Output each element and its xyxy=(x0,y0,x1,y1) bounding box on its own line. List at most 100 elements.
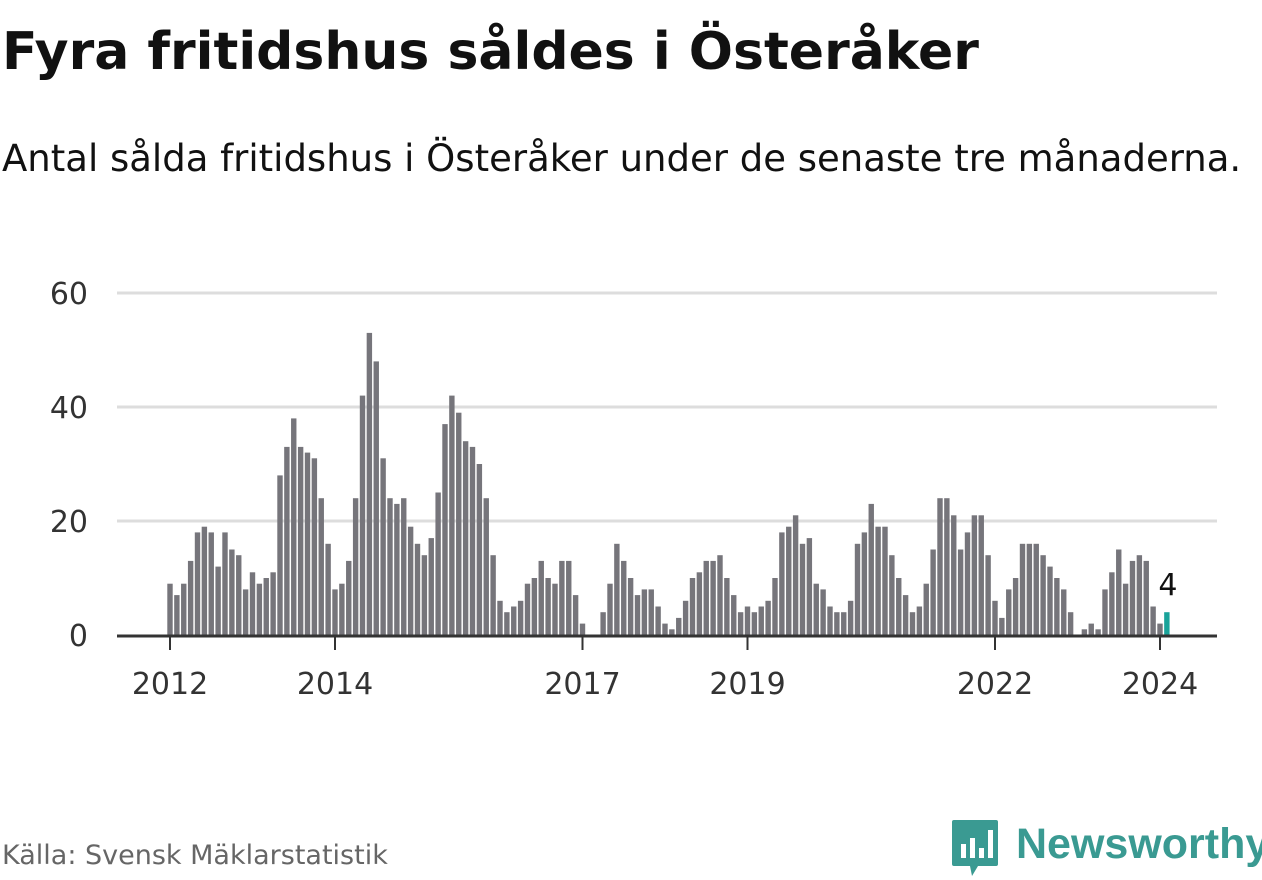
bar xyxy=(676,617,682,635)
bar xyxy=(456,412,462,635)
bar xyxy=(1067,612,1074,635)
bar xyxy=(682,600,689,635)
bar xyxy=(951,515,957,635)
bar xyxy=(937,498,943,635)
bar xyxy=(538,560,544,635)
newsworthy-logo-icon xyxy=(952,820,998,876)
bar xyxy=(242,589,249,635)
bar xyxy=(896,578,902,635)
y-tick-label: 20 xyxy=(50,505,88,540)
x-tick-label: 2012 xyxy=(132,667,208,702)
bar xyxy=(1157,623,1163,635)
bar xyxy=(524,583,531,635)
bar xyxy=(854,543,861,635)
bar xyxy=(339,583,345,635)
bar xyxy=(483,498,489,635)
bar xyxy=(717,555,723,635)
bar xyxy=(868,503,874,635)
bar xyxy=(442,424,448,635)
bar xyxy=(600,612,606,635)
bar xyxy=(346,560,352,635)
bar xyxy=(222,532,228,635)
bar xyxy=(875,526,881,635)
bar xyxy=(187,560,194,635)
bar xyxy=(545,578,551,635)
bar xyxy=(401,498,407,635)
bar xyxy=(916,606,923,635)
bar xyxy=(724,578,730,635)
bar xyxy=(291,418,297,635)
bar xyxy=(689,578,696,635)
bar xyxy=(1019,543,1026,635)
bar xyxy=(799,543,806,635)
bar xyxy=(1061,589,1067,635)
bar xyxy=(621,560,627,635)
bar xyxy=(352,498,359,635)
bar xyxy=(249,572,256,635)
newsworthy-logo[interactable]: Newsworthy xyxy=(950,818,1262,880)
bar xyxy=(559,560,565,635)
x-tick-label: 2014 xyxy=(297,667,373,702)
bar xyxy=(1040,555,1046,635)
bar xyxy=(909,612,916,635)
chart-subtitle: Antal sålda fritidshus i Österåker under… xyxy=(2,137,1242,180)
bar xyxy=(841,612,847,635)
bar xyxy=(181,583,187,635)
bar xyxy=(407,526,414,635)
bar xyxy=(779,532,785,635)
bar xyxy=(634,595,641,635)
bar xyxy=(978,515,984,635)
bar xyxy=(572,595,579,635)
bar xyxy=(971,515,978,635)
brand-name: Newsworthy xyxy=(1016,820,1262,868)
bar-highlight xyxy=(1164,612,1170,635)
bar xyxy=(208,532,214,635)
bar xyxy=(421,555,428,635)
data-label: 4 xyxy=(1158,568,1177,603)
x-tick-label: 2017 xyxy=(544,667,620,702)
bar xyxy=(847,600,854,635)
bar xyxy=(834,612,840,635)
bar xyxy=(194,532,201,635)
bar xyxy=(655,606,661,635)
bar xyxy=(311,458,318,635)
bar xyxy=(614,543,620,635)
bar xyxy=(861,532,868,635)
bar xyxy=(806,538,813,635)
bar xyxy=(1122,583,1129,635)
bar xyxy=(284,446,290,635)
bar xyxy=(1116,549,1122,635)
bar xyxy=(813,583,819,635)
bar xyxy=(297,446,304,635)
bar xyxy=(476,464,483,635)
bar xyxy=(215,566,221,635)
bar xyxy=(1054,578,1060,635)
bar xyxy=(944,498,950,635)
bar xyxy=(387,498,393,635)
bar xyxy=(696,572,703,635)
bar xyxy=(1026,543,1033,635)
bar xyxy=(167,583,173,635)
bar xyxy=(710,560,716,635)
x-tick-label: 2024 xyxy=(1122,667,1198,702)
bar xyxy=(497,600,503,635)
bar xyxy=(449,395,455,635)
bar xyxy=(964,532,971,635)
bar xyxy=(256,583,263,635)
source-note: Källa: Svensk Mäklarstatistik xyxy=(2,840,388,871)
bar xyxy=(1033,543,1039,635)
bar xyxy=(758,606,764,635)
bar xyxy=(504,612,510,635)
bar xyxy=(772,578,778,635)
bar xyxy=(380,458,386,635)
bar xyxy=(462,441,469,635)
bar xyxy=(174,595,180,635)
bar xyxy=(394,503,400,635)
bar xyxy=(827,606,833,635)
bar-chart: 0 20 40 60 2012 2014 2017 2019 2022 2024 4 xyxy=(50,277,1217,702)
bar xyxy=(1012,578,1019,635)
bar xyxy=(737,612,744,635)
x-tick-label: 2019 xyxy=(709,667,785,702)
bar xyxy=(579,623,586,635)
bar xyxy=(902,595,909,635)
